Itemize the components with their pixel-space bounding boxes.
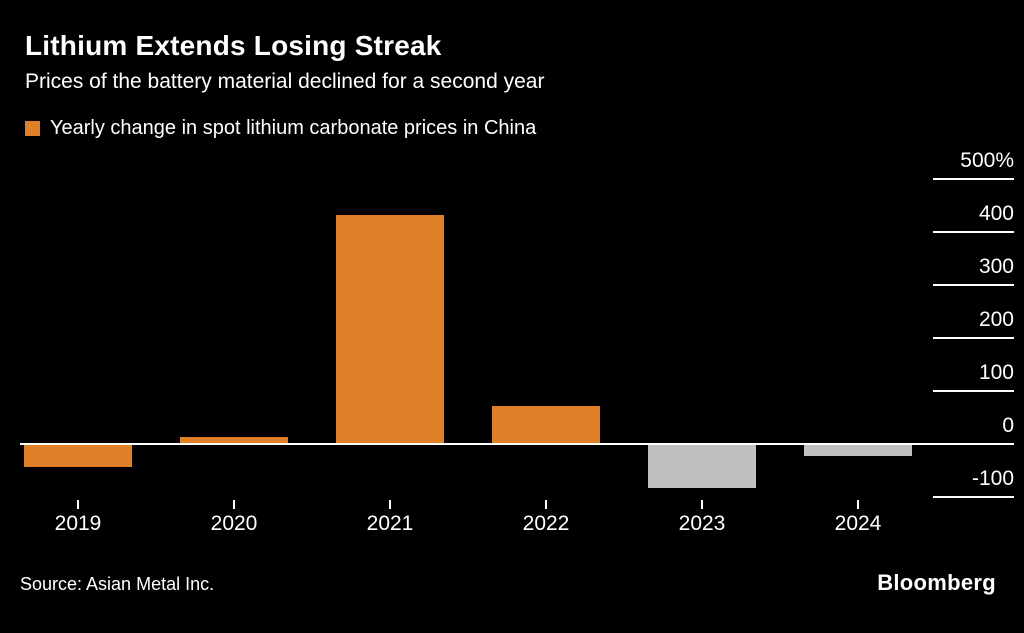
x-axis-label: 2023	[678, 512, 726, 535]
x-axis-tick	[545, 500, 547, 509]
legend-swatch-icon	[25, 121, 40, 136]
y-axis-tick-label: 0	[1002, 414, 1014, 437]
bar-2020	[180, 436, 288, 443]
y-gridline	[933, 178, 1014, 180]
bar-2024	[804, 443, 912, 457]
y-axis-tick-label: -100	[971, 467, 1014, 490]
x-axis-label: 2019	[54, 512, 102, 535]
x-axis-label: 2021	[366, 512, 414, 535]
x-axis-label: 2020	[210, 512, 258, 535]
y-axis-tick-label: 100	[978, 361, 1014, 384]
y-axis-tick-label: 200	[978, 308, 1014, 331]
legend-label: Yearly change in spot lithium carbonate …	[50, 117, 537, 139]
x-axis-tick	[701, 500, 703, 509]
chart-title: Lithium Extends Losing Streak	[25, 30, 442, 61]
bar-2023	[648, 443, 756, 489]
y-axis-tick-label: 500%	[960, 149, 1014, 172]
x-axis-tick	[857, 500, 859, 509]
bar-2019	[24, 443, 132, 467]
x-axis-tick	[389, 500, 391, 509]
y-gridline	[933, 390, 1014, 392]
y-axis-tick-label: 300	[978, 255, 1014, 278]
y-gridline	[933, 284, 1014, 286]
x-axis-tick	[233, 500, 235, 509]
x-axis-label: 2022	[522, 512, 570, 535]
chart-subtitle: Prices of the battery material declined …	[25, 70, 545, 93]
y-gridline	[933, 231, 1014, 233]
bar-2022	[492, 405, 600, 443]
bloomberg-logo: Bloomberg	[877, 570, 996, 595]
y-gridline	[933, 337, 1014, 339]
bar-2021	[336, 215, 444, 443]
zero-axis-line	[20, 443, 1014, 445]
y-gridline	[933, 496, 1014, 498]
x-axis-label: 2024	[834, 512, 882, 535]
x-axis-tick	[77, 500, 79, 509]
source-note: Source: Asian Metal Inc.	[20, 574, 215, 594]
legend: Yearly change in spot lithium carbonate …	[25, 117, 536, 140]
bar-chart-plot: 500% 400 300 200 100 0 -100 2019 2020 2021 2022 202…	[20, 149, 1014, 570]
y-axis-tick-label: 400	[978, 202, 1014, 225]
